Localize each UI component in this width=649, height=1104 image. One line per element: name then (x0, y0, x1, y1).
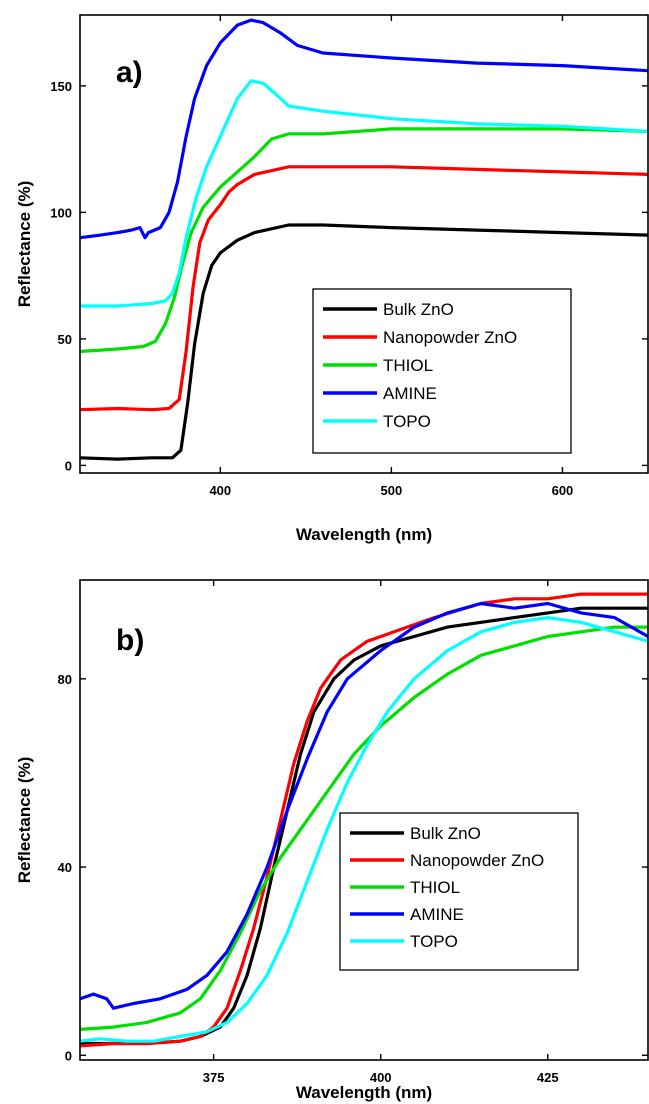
legend-entry-amine: AMINE (410, 905, 464, 924)
x-tick-label: 600 (552, 483, 574, 498)
series-line-nanopowder-zno (80, 165, 648, 412)
y-tick-label: 0 (65, 458, 72, 473)
legend-entry-amine: AMINE (383, 384, 437, 403)
series-line-thiol (80, 127, 648, 354)
chart-a-x-axis-title: Wavelength (nm) (296, 525, 432, 544)
chart-b-panel-label: b) (116, 624, 144, 657)
legend-entry-bulk-zno: Bulk ZnO (383, 300, 454, 319)
x-tick-label: 375 (203, 1070, 225, 1085)
series-line-nanopowder-zno (80, 592, 648, 1048)
series-line-amine (80, 601, 648, 1010)
x-tick-label: 425 (537, 1070, 559, 1085)
chart-b-plot-frame (79, 579, 649, 1061)
chart-a-plot-frame (79, 14, 649, 474)
series-line-topo (80, 616, 648, 1043)
legend-entry-nanopowder-zno: Nanopowder ZnO (383, 328, 517, 347)
chart-b-series-lines (80, 592, 648, 1048)
legend-box (312, 288, 572, 454)
chart-a-y-axis-title: Reflectance (%) (15, 181, 34, 308)
chart-b-legend: Bulk ZnO Nanopowder ZnO THIOL AMINE TOPO (339, 812, 579, 971)
y-tick-label: 150 (50, 79, 72, 94)
chart-a-series-lines (80, 18, 648, 461)
y-tick-label: 100 (50, 205, 72, 220)
legend-entry-thiol: THIOL (383, 356, 433, 375)
legend-box (339, 812, 579, 971)
y-tick-label: 80 (58, 672, 72, 687)
chart-panel-a: 400 500 600 0 50 100 150 a) Wavelength (nm) Re… (15, 14, 649, 544)
legend-entry-bulk-zno: Bulk ZnO (410, 824, 481, 843)
chart-a-ticks: 400 500 600 0 50 100 150 (50, 15, 648, 498)
chart-b-ticks: 375 400 425 0 40 80 (58, 580, 648, 1085)
x-tick-label: 400 (209, 483, 231, 498)
chart-b-x-axis-title: Wavelength (nm) (296, 1083, 432, 1102)
legend-entry-topo: TOPO (383, 412, 431, 431)
y-tick-label: 50 (58, 332, 72, 347)
chart-b-y-axis-title: Reflectance (%) (15, 757, 34, 884)
y-tick-label: 0 (65, 1048, 72, 1063)
series-line-thiol (80, 625, 648, 1031)
legend-entry-nanopowder-zno: Nanopowder ZnO (410, 851, 544, 870)
chart-a-panel-label: a) (116, 56, 143, 89)
y-tick-label: 40 (58, 860, 72, 875)
series-line-topo (80, 79, 648, 308)
chart-panel-b: 375 400 425 0 40 80 b) Wavelength (nm) Reflec… (15, 579, 649, 1102)
legend-entry-thiol: THIOL (410, 878, 460, 897)
series-line-bulk-zno (80, 223, 648, 461)
legend-entry-topo: TOPO (410, 932, 458, 951)
x-tick-label: 500 (381, 483, 403, 498)
x-tick-label: 400 (370, 1070, 392, 1085)
series-line-amine (80, 18, 648, 240)
chart-a-legend: Bulk ZnO Nanopowder ZnO THIOL AMINE TOPO (312, 288, 572, 454)
